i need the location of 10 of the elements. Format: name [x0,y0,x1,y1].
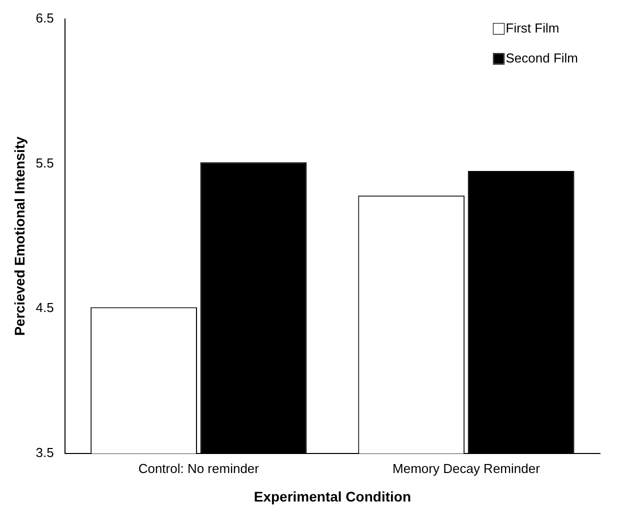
legend-label: First Film [506,20,560,36]
y-tick-label: 4.5 [36,300,54,316]
x-tick-label: Memory Decay Reminder [392,460,541,476]
y-tick-label: 5.5 [36,155,54,170]
y-tick-label: 6.5 [36,10,54,26]
x-tick-label: Control: No reminder [138,460,260,476]
y-axis-title: Percieved Emotional Intensity [11,136,28,336]
legend-label: Second Film [506,50,578,66]
y-tick-label: 3.5 [36,445,54,460]
x-axis-title: Experimental Condition [254,488,411,504]
